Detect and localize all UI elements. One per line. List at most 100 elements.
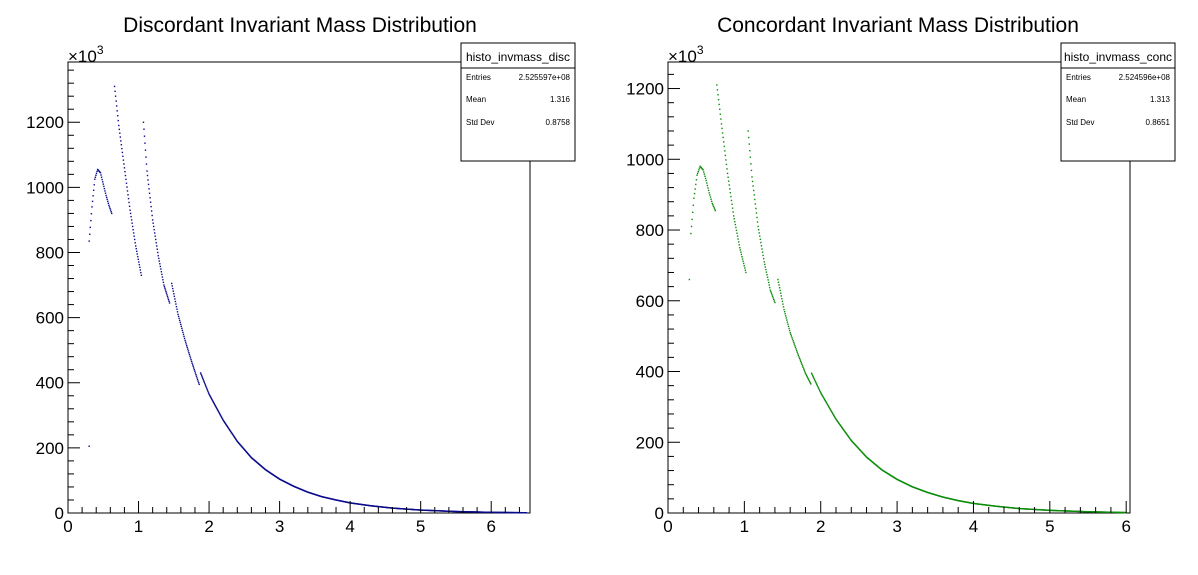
data-point <box>162 279 164 281</box>
data-point <box>144 149 147 151</box>
x-tick-label: 4 <box>345 517 354 536</box>
data-point <box>830 409 832 412</box>
data-point <box>820 393 822 395</box>
data-point <box>755 212 758 214</box>
data-point <box>159 263 161 265</box>
data-point <box>842 428 844 430</box>
y-tick-label: 200 <box>36 439 64 458</box>
stats-entries-value: 2.525597e+08 <box>519 73 571 82</box>
data-point <box>696 174 698 176</box>
data-point <box>230 431 232 433</box>
data-point <box>220 415 222 418</box>
data-point <box>724 154 727 157</box>
data-point <box>804 371 806 373</box>
data-point <box>525 512 528 514</box>
data-point <box>131 225 134 228</box>
data-point <box>818 389 821 391</box>
data-point <box>219 414 222 417</box>
data-point <box>117 119 119 122</box>
data-point <box>184 341 187 343</box>
data-point <box>834 417 837 419</box>
data-point <box>731 203 733 205</box>
data-point <box>225 424 228 426</box>
data-point <box>168 300 170 303</box>
data-point <box>735 226 737 229</box>
data-point <box>739 247 741 249</box>
data-point <box>201 376 203 378</box>
data-point <box>692 204 695 206</box>
stats-box-frame <box>460 42 576 162</box>
data-point <box>806 376 808 378</box>
data-point <box>191 364 194 366</box>
data-point <box>136 253 138 255</box>
data-point <box>119 136 122 138</box>
stats-box: histo_invmass_conc Entries 2.524596e+08 … <box>1060 42 1176 162</box>
data-point <box>691 218 693 221</box>
data-point <box>105 196 108 199</box>
data-point <box>204 384 207 386</box>
data-point <box>131 222 133 224</box>
data-point <box>162 281 165 284</box>
data-point <box>94 176 97 178</box>
data-point <box>836 420 838 422</box>
data-point <box>148 188 150 190</box>
data-point <box>843 430 846 432</box>
data-point <box>754 203 757 205</box>
stats-box-name: histo_invmass_disc <box>466 50 570 64</box>
data-point <box>221 418 224 420</box>
data-point <box>711 202 713 205</box>
data-point <box>190 359 192 361</box>
stats-stddev-value: 0.8651 <box>1146 118 1171 127</box>
data-point <box>698 169 700 171</box>
data-point <box>236 439 238 442</box>
data-point <box>727 180 730 182</box>
data-point <box>220 416 223 418</box>
data-point <box>760 245 763 247</box>
data-point <box>780 295 782 297</box>
data-point <box>144 142 146 144</box>
y-axis-multiplier-base: ×10 <box>668 47 697 66</box>
data-point <box>759 235 761 237</box>
data-point <box>216 407 218 410</box>
stats-stddev-value: 0.8758 <box>546 118 571 127</box>
data-point <box>762 254 764 257</box>
data-point <box>196 377 198 379</box>
stats-entries-value: 2.524596e+08 <box>1119 73 1171 82</box>
data-point <box>143 128 145 130</box>
data-point <box>157 251 159 254</box>
data-point <box>212 400 214 402</box>
data-point <box>726 168 728 170</box>
data-point <box>750 163 752 165</box>
data-point <box>132 232 135 234</box>
stats-mean-label: Mean <box>1066 95 1086 104</box>
data-point <box>137 258 139 260</box>
data-point <box>814 381 817 383</box>
data-point <box>808 380 811 383</box>
data-point <box>697 170 699 173</box>
y-tick-label: 1200 <box>26 113 64 132</box>
data-point <box>730 199 733 202</box>
data-point <box>205 385 207 387</box>
data-point <box>846 434 849 436</box>
data-point <box>782 303 784 305</box>
data-point <box>125 182 128 184</box>
data-point <box>778 284 780 286</box>
data-point <box>767 281 770 284</box>
data-point <box>710 198 712 200</box>
data-point <box>731 207 734 209</box>
x-tick-label: 3 <box>275 517 284 536</box>
data-point <box>170 282 173 285</box>
data-point <box>800 362 803 364</box>
data-point <box>847 435 850 438</box>
data-point <box>156 248 158 250</box>
data-point <box>848 436 850 439</box>
data-point <box>115 105 118 107</box>
data-point <box>845 432 847 435</box>
data-point <box>145 156 147 158</box>
stats-entries-label: Entries <box>466 73 491 82</box>
data-point <box>156 245 158 247</box>
data-point <box>793 343 795 345</box>
data-point <box>777 281 780 283</box>
data-point <box>138 261 140 263</box>
